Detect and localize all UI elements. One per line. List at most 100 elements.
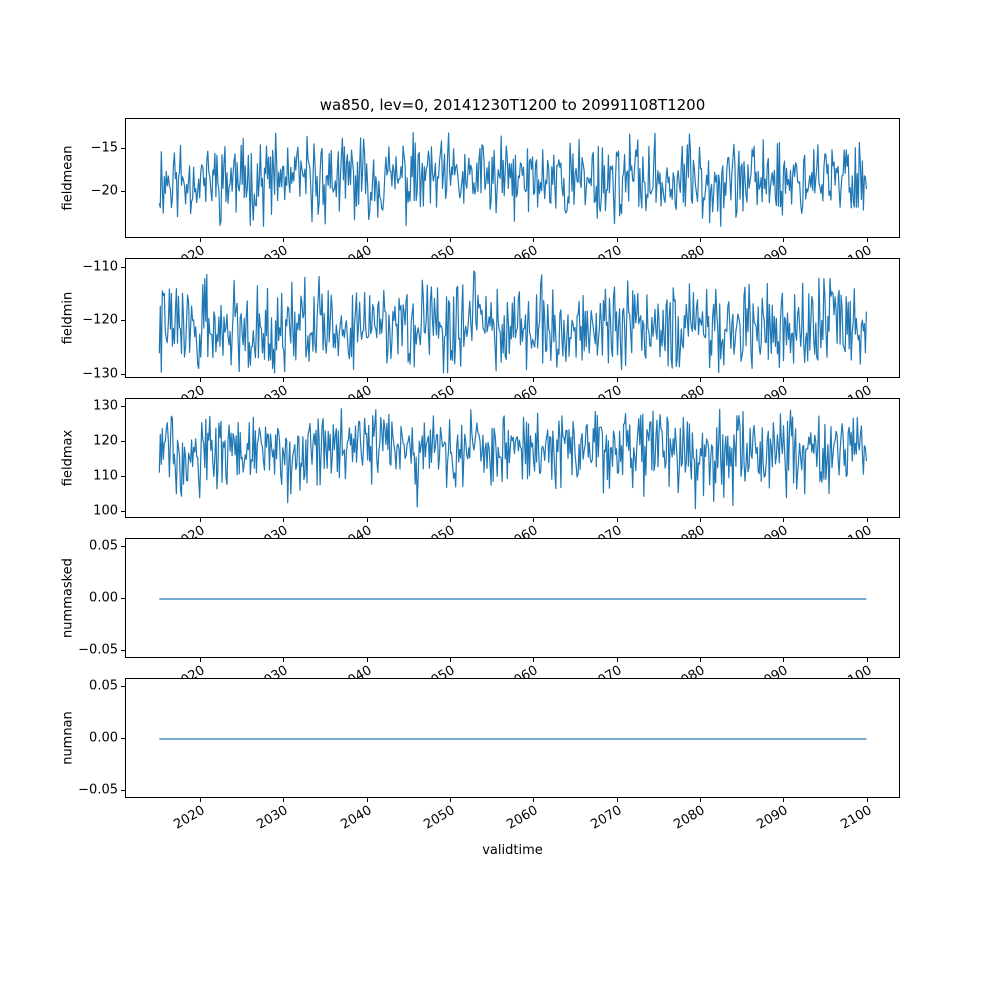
x-tick-mark	[283, 518, 285, 522]
y-tick-label: 0.00	[89, 730, 118, 746]
y-tick-mark	[121, 374, 125, 376]
y-tick-labels: 100 110 120 130	[0, 398, 118, 519]
subplot-nummasked: nummasked 0.050.00−0.05 2020203020402050…	[0, 538, 1000, 693]
y-tick-label: 0.05	[89, 538, 118, 554]
line-plot	[158, 408, 867, 510]
x-tick-mark	[783, 518, 785, 522]
y-tick-label: −110	[82, 259, 118, 275]
x-tick-mark	[783, 378, 785, 382]
y-tick-mark	[121, 546, 125, 548]
line-plot	[158, 132, 867, 227]
y-tick-labels: 0.05 0.00 −0.05	[0, 538, 118, 658]
y-tick-label: 120	[93, 433, 118, 449]
x-tick-mark	[616, 378, 618, 382]
x-tick-mark	[866, 378, 868, 382]
y-tick-label: 100	[93, 503, 118, 519]
x-tick-label: 2050	[421, 803, 458, 833]
x-tick-mark	[283, 658, 285, 662]
x-tick-mark	[283, 378, 285, 382]
x-tick-label: 2020	[171, 803, 208, 833]
x-tick-mark	[783, 658, 785, 662]
y-tick-mark	[121, 476, 125, 478]
y-tick-label: 110	[93, 468, 118, 484]
x-tick-mark	[700, 798, 701, 802]
y-tick-label: −20	[90, 183, 118, 199]
x-tick-label: 2070	[587, 803, 625, 833]
subplot-fieldmean: fieldmean −15−20 20202030204020502060207…	[0, 118, 1000, 273]
x-tick-mark	[616, 658, 618, 662]
x-tick-mark	[700, 238, 701, 242]
x-axis-label: validtime	[482, 843, 543, 858]
x-tick-mark	[616, 238, 618, 242]
x-tick-label: 2040	[337, 803, 375, 833]
y-tick-mark	[121, 686, 125, 688]
x-tick-mark	[533, 238, 535, 242]
chart-title: wa850, lev=0, 20141230T1200 to 20991108T…	[319, 96, 706, 114]
x-tick-mark	[866, 658, 868, 662]
x-tick-mark	[450, 378, 451, 382]
x-tick-mark	[533, 798, 535, 802]
x-tick-label: 2090	[754, 803, 791, 833]
y-tick-mark	[121, 148, 125, 149]
x-tick-mark	[783, 798, 785, 802]
y-tick-mark	[121, 266, 125, 268]
y-tick-label: −130	[82, 366, 118, 382]
y-tick-label: −0.05	[78, 642, 118, 658]
y-tick-labels: −15 −20	[0, 118, 118, 238]
x-tick-mark	[866, 238, 868, 242]
x-tick-mark	[283, 798, 285, 802]
x-tick-mark	[533, 378, 535, 382]
x-tick-mark	[700, 518, 701, 522]
plot-area	[125, 538, 900, 658]
x-tick-mark	[700, 658, 701, 662]
plot-area	[125, 118, 900, 238]
plot-area	[125, 398, 900, 518]
y-tick-mark	[121, 598, 125, 599]
y-tick-label: −120	[82, 312, 118, 328]
x-tick-mark	[366, 658, 368, 662]
x-tick-mark	[200, 658, 201, 662]
x-tick-mark	[200, 238, 201, 242]
y-tick-label: −0.05	[78, 782, 118, 798]
y-tick-label: 0.05	[89, 678, 118, 694]
plot-area	[125, 678, 900, 798]
x-tick-mark	[366, 378, 368, 382]
x-tick-mark	[533, 658, 535, 662]
x-tick-mark	[200, 798, 201, 802]
x-tick-mark	[450, 798, 451, 802]
line-plot	[159, 738, 867, 740]
x-tick-mark	[200, 378, 201, 382]
y-tick-labels: 0.05 0.00 −0.05	[0, 678, 118, 798]
x-tick-mark	[283, 238, 285, 242]
x-tick-mark	[366, 798, 368, 802]
x-tick-mark	[616, 798, 618, 802]
x-tick-label: 2080	[671, 803, 708, 833]
x-tick-mark	[200, 518, 201, 522]
subplot-fieldmin: fieldmin −110−120−130 202020302040205020…	[0, 258, 1000, 413]
x-tick-mark	[616, 518, 618, 522]
plot-area	[125, 258, 900, 378]
x-tick-mark	[700, 378, 701, 382]
y-tick-mark	[121, 320, 125, 322]
x-tick-mark	[450, 238, 451, 242]
y-tick-mark	[121, 190, 125, 192]
y-tick-label: −15	[90, 140, 118, 156]
x-tick-mark	[366, 238, 368, 242]
x-tick-mark	[866, 798, 868, 802]
y-tick-mark	[121, 738, 125, 739]
y-tick-mark	[121, 511, 125, 512]
y-tick-mark	[121, 441, 125, 443]
y-tick-labels: −110 −120 −130	[0, 258, 118, 382]
y-tick-label: 130	[93, 398, 118, 414]
y-tick-mark	[121, 406, 125, 408]
x-tick-mark	[366, 518, 368, 522]
line-plot	[158, 270, 867, 374]
y-tick-mark	[121, 649, 125, 651]
subplot-numnan: numnan 0.05 0.00 −0.05 2020 2030 2040 2050 206…	[0, 678, 1000, 833]
x-tick-mark	[450, 658, 451, 662]
x-tick-label: 2060	[504, 803, 541, 833]
y-tick-label: 0.00	[89, 590, 118, 606]
x-tick-mark	[783, 238, 785, 242]
